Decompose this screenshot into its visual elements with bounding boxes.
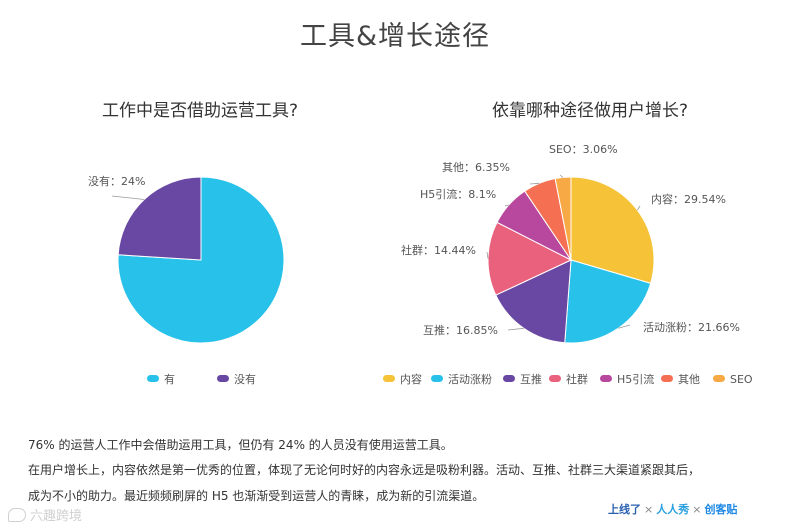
watermark: 六趣跨境 (8, 505, 82, 524)
chart-2-legend-label-1: 活动涨粉 (448, 373, 492, 386)
summary-line-3: 成为不小的助力。最近频频刷屏的 H5 也渐渐受到运营人的青睐，成为新的引流渠道。 (28, 489, 485, 503)
logo-chuangketie: 创客贴 (704, 503, 738, 516)
chart-2-leader-0 (637, 205, 641, 211)
chart-2-legend-swatch-0 (383, 375, 395, 382)
chart-2-data-label-5: 其他：6.35% (442, 161, 510, 174)
watermark-text: 六趣跨境 (30, 509, 83, 524)
chart-2-leader-5 (529, 182, 540, 185)
chart-2-data-label-0: 内容：29.54% (651, 192, 726, 206)
chart-1-legend-label-1: 没有 (234, 372, 256, 386)
logo-shangxianle: 上线了 (608, 503, 641, 516)
chart-2-leader-1 (618, 324, 631, 329)
partner-logos: 上线了 × 人人秀 × 创客贴 (608, 499, 737, 519)
chart-1-data-label-1: 没有：24% (88, 174, 145, 188)
chart-2-slice-1 (564, 259, 652, 344)
chart-2-slice-0 (570, 176, 655, 284)
chart-2-data-label-3: 社群：14.44% (401, 243, 476, 257)
chart-1-slice-1 (117, 176, 202, 261)
chart-2-title: 依靠哪种途径做用户增长? (491, 101, 689, 121)
chart-2-legend-swatch-5 (661, 375, 673, 382)
watermark-icon (8, 507, 26, 522)
chart-2-legend-label-6: SEO (730, 373, 753, 386)
chart-2-legend-label-0: 内容 (400, 372, 422, 386)
page-title: 工具&增长途径 (299, 21, 491, 52)
logo-separator: × (644, 502, 654, 516)
chart-2-leader-2 (507, 327, 524, 331)
chart-2-slice-2 (495, 259, 572, 344)
chart-2-legend-swatch-4 (600, 375, 612, 382)
chart-2-leader-6 (559, 174, 564, 178)
chart-2-leader-4 (504, 204, 509, 207)
chart-2-slice-6 (554, 176, 572, 261)
pie-charts: 没有：24% 有 没有 内容：29.54% 活动涨粉：21.66% 互推：16.85% 社群… (88, 143, 753, 386)
summary-line-1: 76% 的运营人工作中会借助运用工具，但仍有 24% 的人员没有使用运营工具。 (28, 438, 453, 452)
chart-1-title: 工作中是否借助运营工具? (101, 101, 299, 121)
chart-1-leader-1 (111, 195, 145, 200)
chart-2-data-label-4: H5引流：8.1% (420, 187, 496, 201)
chart-2-legend-swatch-6 (713, 375, 725, 382)
summary-line-2: 在用户增长上，内容依然是第一优秀的位置，体现了无论何时好的内容永远是吸粉利器。活… (28, 463, 701, 477)
logo-renrenxiu: 人人秀 (656, 503, 690, 516)
chart-1-slice-0 (117, 176, 285, 344)
chart-2-legend-label-4: H5引流 (617, 372, 654, 386)
chart-2-legend-swatch-2 (503, 375, 515, 382)
chart-2-leader-3 (486, 251, 489, 259)
chart-1-legend-swatch-1 (217, 375, 229, 382)
chart-2-legend-label-3: 社群 (566, 372, 588, 386)
chart-2-data-label-1: 活动涨粉：21.66% (643, 321, 740, 334)
chart-1-legend-swatch-0 (147, 375, 159, 382)
chart-2-legend-label-2: 互推 (520, 372, 542, 386)
chart-1-legend-label-0: 有 (164, 372, 175, 386)
chart-2-data-label-6: SEO：3.06% (549, 143, 618, 156)
chart-2-data-label-2: 互推：16.85% (423, 323, 498, 337)
logo-separator: × (692, 502, 702, 516)
chart-2-legend-swatch-3 (549, 375, 561, 382)
chart-2-legend-swatch-1 (431, 375, 443, 382)
chart-2-legend-label-5: 其他 (678, 373, 700, 386)
